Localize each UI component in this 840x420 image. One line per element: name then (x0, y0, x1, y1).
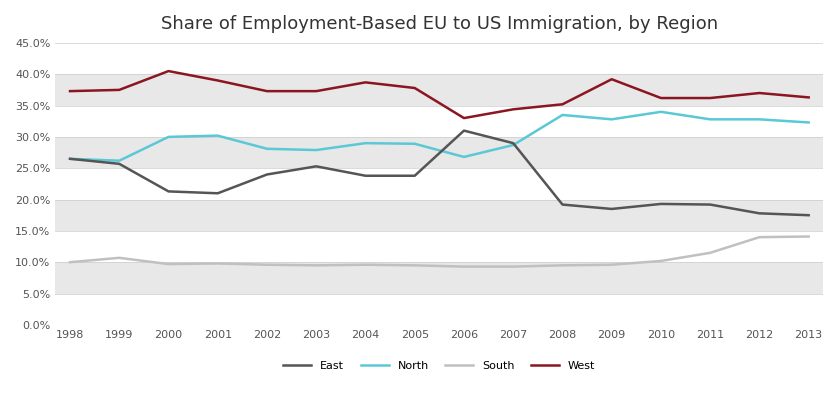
South (360, 262, 370, 267)
North (410, 141, 420, 146)
West (213, 78, 223, 83)
Bar (55, 43, 823, 74)
South (213, 261, 223, 266)
East (558, 202, 568, 207)
Line: East: East (70, 131, 809, 215)
Line: North: North (70, 112, 809, 161)
Bar (55, 105, 823, 137)
North (705, 117, 715, 122)
South (656, 258, 666, 263)
Bar (55, 200, 823, 231)
North (164, 134, 174, 139)
East (459, 128, 469, 133)
Bar (55, 262, 823, 294)
North (558, 113, 568, 118)
West (558, 102, 568, 107)
East (65, 156, 75, 161)
West (360, 80, 370, 85)
South (508, 264, 518, 269)
West (262, 89, 272, 94)
West (754, 90, 764, 95)
North (114, 158, 124, 163)
North (656, 109, 666, 114)
Bar (55, 231, 823, 262)
North (360, 141, 370, 146)
South (558, 263, 568, 268)
South (754, 235, 764, 240)
West (311, 89, 321, 94)
Title: Share of Employment-Based EU to US Immigration, by Region: Share of Employment-Based EU to US Immig… (160, 15, 718, 33)
North (754, 117, 764, 122)
Line: South: South (70, 236, 809, 267)
North (262, 146, 272, 151)
West (508, 107, 518, 112)
South (262, 262, 272, 267)
East (804, 213, 814, 218)
South (164, 262, 174, 267)
Bar (55, 168, 823, 200)
Bar (55, 74, 823, 105)
West (656, 95, 666, 100)
West (410, 86, 420, 91)
East (656, 202, 666, 207)
North (65, 156, 75, 161)
West (705, 95, 715, 100)
East (262, 172, 272, 177)
West (459, 116, 469, 121)
East (213, 191, 223, 196)
North (459, 155, 469, 160)
South (410, 263, 420, 268)
Legend: East, North, South, West: East, North, South, West (279, 357, 600, 376)
South (459, 264, 469, 269)
Line: West: West (70, 71, 809, 118)
North (606, 117, 617, 122)
West (65, 89, 75, 94)
West (804, 95, 814, 100)
South (65, 260, 75, 265)
South (311, 263, 321, 268)
East (705, 202, 715, 207)
East (360, 173, 370, 178)
East (606, 206, 617, 211)
North (311, 147, 321, 152)
South (606, 262, 617, 267)
East (754, 211, 764, 216)
Bar (55, 294, 823, 325)
East (164, 189, 174, 194)
West (606, 77, 617, 82)
South (705, 250, 715, 255)
West (164, 68, 174, 74)
North (213, 133, 223, 138)
South (804, 234, 814, 239)
East (410, 173, 420, 178)
East (508, 141, 518, 146)
North (804, 120, 814, 125)
East (114, 161, 124, 166)
Bar (55, 137, 823, 168)
South (114, 255, 124, 260)
North (508, 142, 518, 147)
East (311, 164, 321, 169)
West (114, 87, 124, 92)
